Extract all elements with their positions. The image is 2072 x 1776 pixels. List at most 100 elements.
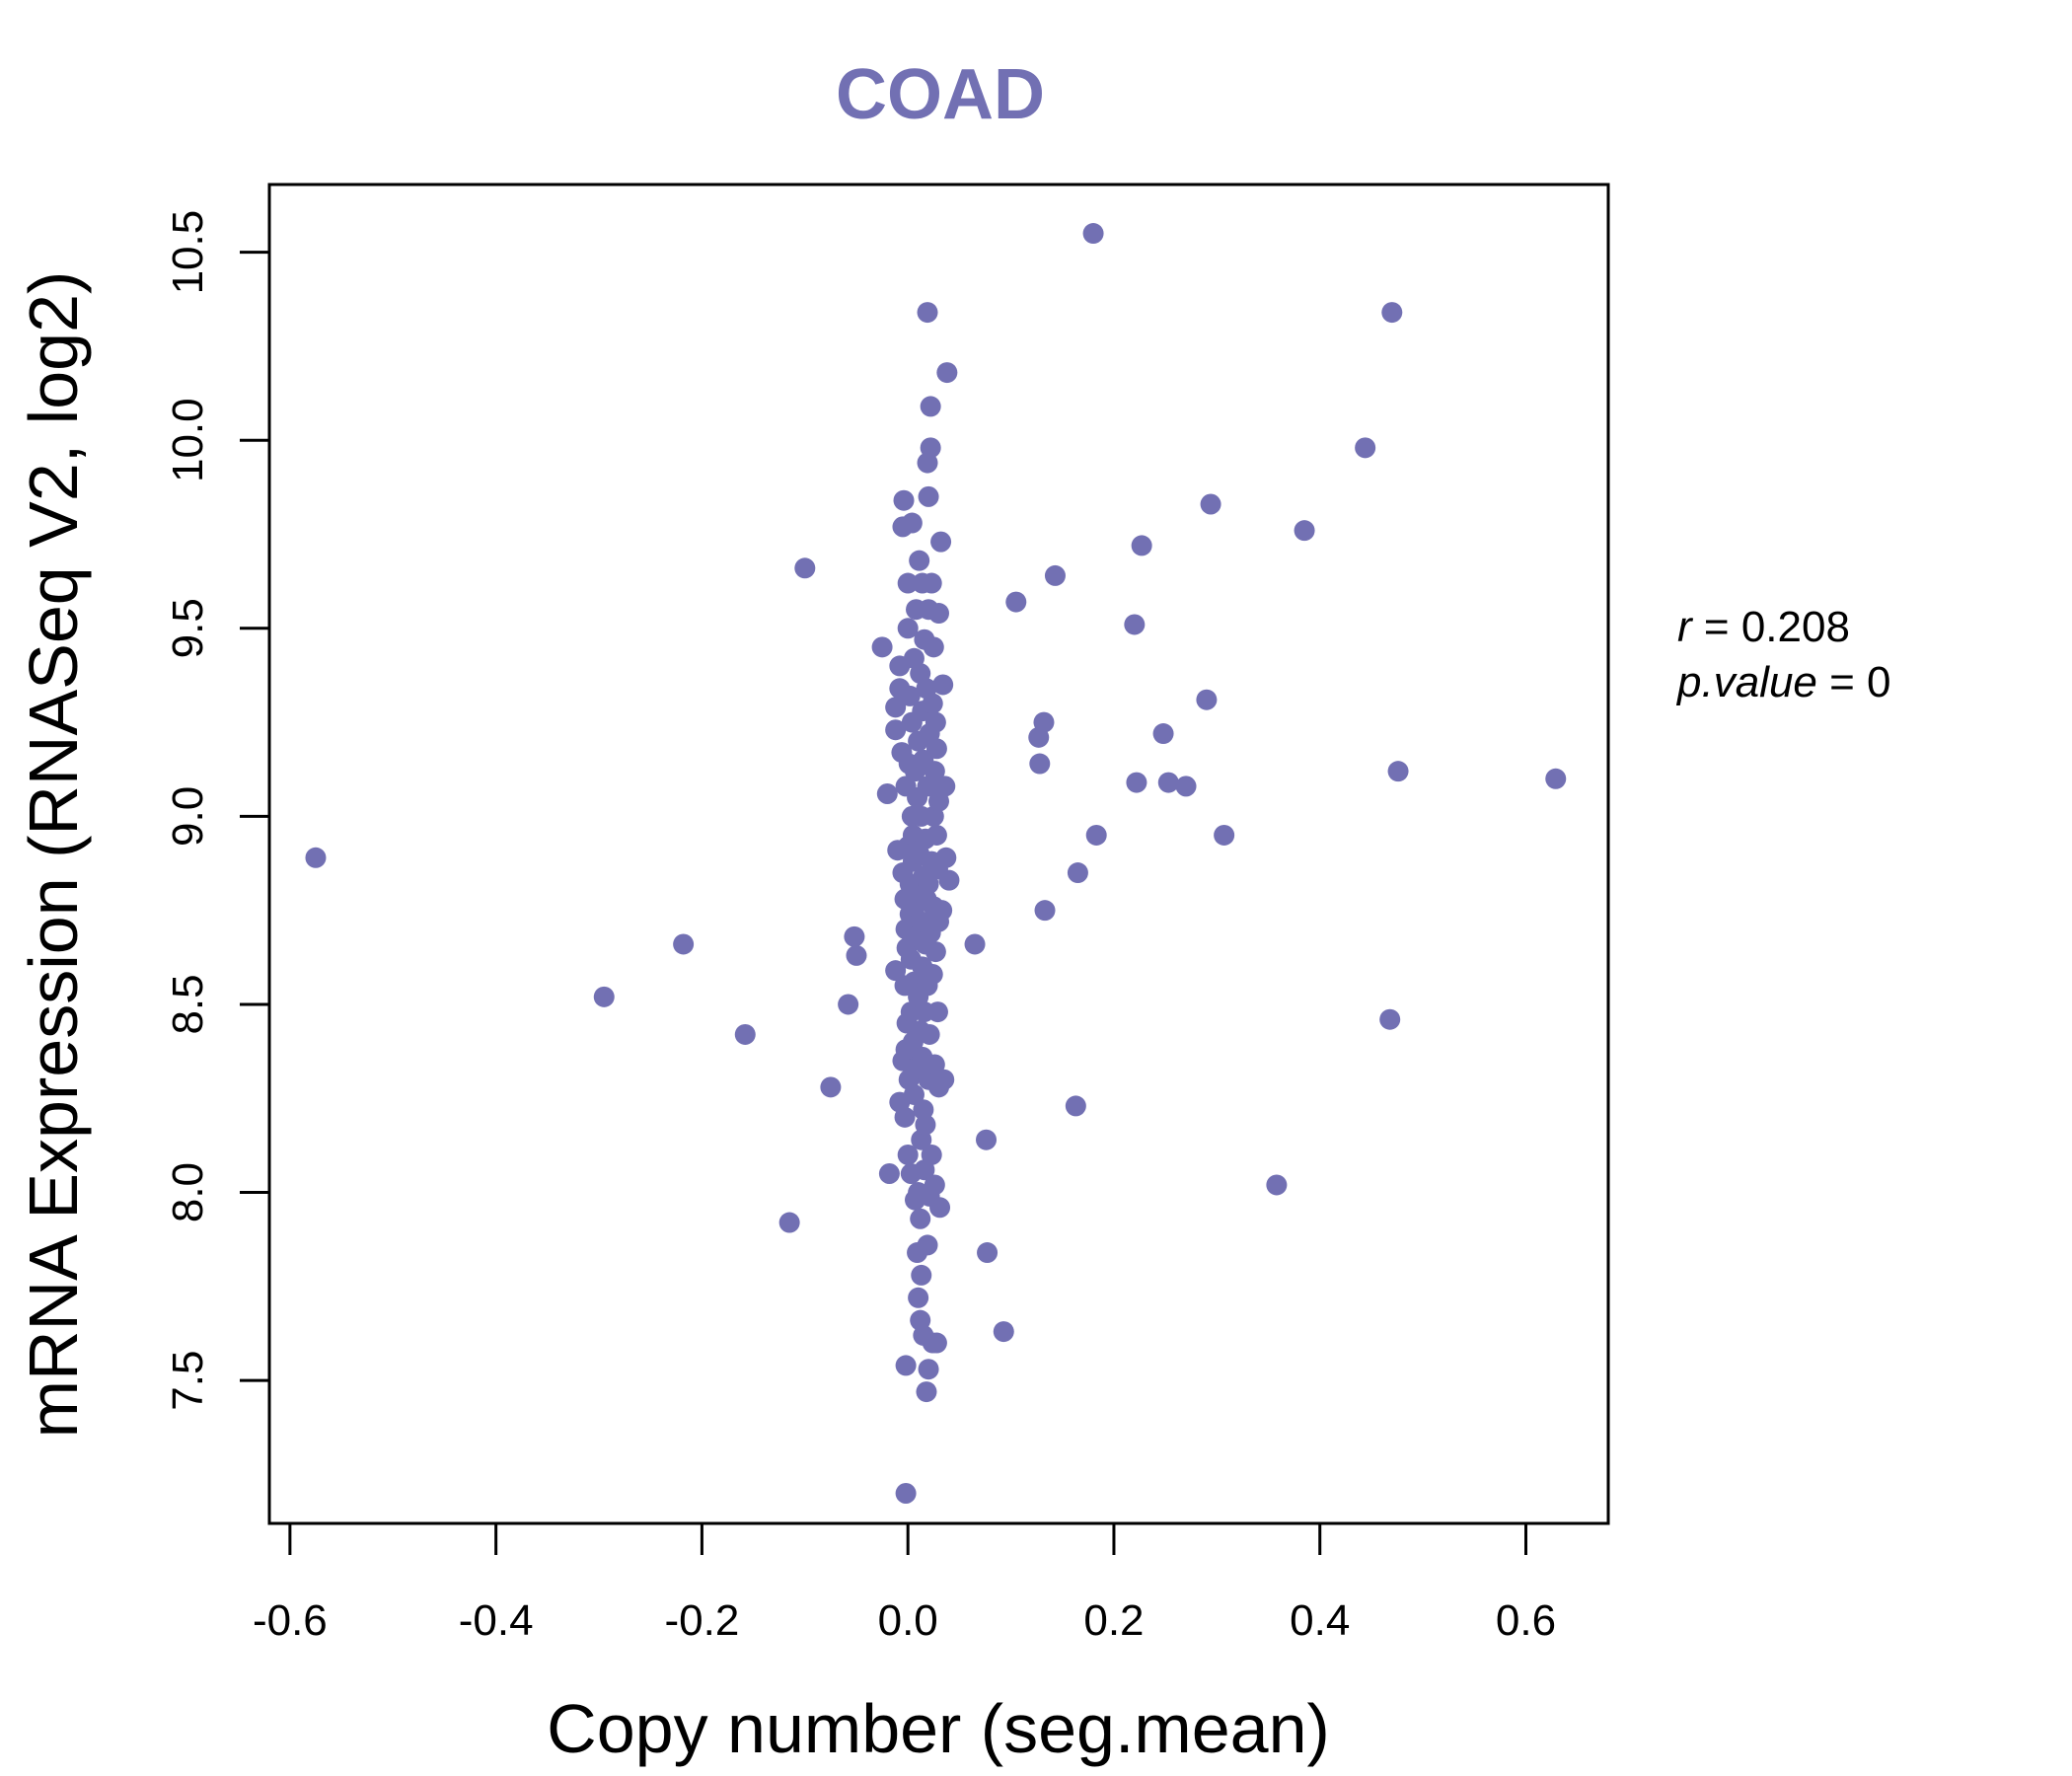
x-tick-label: -0.4 [459, 1596, 534, 1645]
data-point [920, 396, 941, 417]
data-point [1294, 520, 1315, 542]
data-point [929, 1197, 951, 1219]
r-value: 0.208 [1741, 603, 1850, 651]
correlation-stat: r = 0.208 [1677, 603, 1850, 651]
data-point [1131, 535, 1152, 556]
p-value-stat: p.value = 0 [1675, 658, 1891, 706]
data-point [917, 302, 938, 324]
y-tick-label: 8.0 [164, 1162, 212, 1222]
p-label: p.value [1675, 658, 1817, 706]
data-point [919, 1023, 940, 1045]
data-point [897, 618, 919, 639]
data-point [897, 1144, 919, 1165]
data-point [1379, 1008, 1401, 1030]
data-point [1085, 824, 1107, 846]
data-point [1157, 772, 1179, 793]
data-point [1545, 768, 1567, 789]
data-point [1196, 689, 1218, 710]
data-point [899, 685, 921, 706]
data-point [977, 1242, 999, 1264]
y-tick-label: 10.5 [164, 210, 212, 295]
data-point [1067, 862, 1088, 884]
data-point [922, 963, 943, 985]
data-point [936, 362, 958, 384]
data-point [1214, 824, 1235, 846]
data-point [871, 636, 893, 658]
data-point [908, 1287, 929, 1308]
data-point [794, 557, 816, 579]
y-tick-label: 9.5 [164, 598, 212, 658]
data-point [921, 572, 942, 594]
data-point [885, 697, 907, 718]
data-point [918, 485, 939, 507]
data-point [1034, 900, 1056, 922]
y-tick-label: 8.5 [164, 974, 212, 1034]
x-tick-label: 0.0 [878, 1596, 938, 1645]
x-tick-label: 0.6 [1496, 1596, 1556, 1645]
data-point [993, 1321, 1014, 1343]
data-point [1175, 776, 1197, 797]
data-point [1124, 614, 1146, 635]
data-point [917, 1234, 938, 1256]
data-point [922, 693, 943, 714]
data-point [924, 761, 945, 782]
data-point [909, 550, 930, 571]
data-point [1126, 772, 1147, 793]
data-point [1082, 223, 1104, 245]
data-point [1029, 753, 1051, 775]
data-point [1044, 564, 1066, 586]
data-point [925, 941, 946, 963]
data-point [935, 847, 957, 868]
x-tick-label: -0.6 [253, 1596, 328, 1645]
data-point [305, 847, 327, 868]
r-label: r [1677, 603, 1694, 651]
data-point [1033, 711, 1055, 733]
data-point [1355, 437, 1376, 459]
data-point [844, 925, 865, 947]
data-point [928, 603, 949, 625]
data-point [1387, 761, 1409, 782]
data-point [838, 994, 859, 1015]
data-point [918, 873, 939, 895]
data-point [897, 572, 919, 594]
data-point [976, 1129, 998, 1150]
data-point [925, 1332, 947, 1354]
y-axis-label: mRNA Expression (RNASeq V2, log2) [15, 271, 92, 1439]
y-axis: 7.5 8.0 8.5 9.0 9.5 10.0 10.5 [164, 210, 271, 1411]
x-axis-label: Copy number (seg.mean) [547, 1690, 1330, 1767]
data-point [893, 489, 915, 511]
data-point [920, 437, 941, 459]
data-point [926, 1001, 948, 1023]
data-point [915, 1114, 936, 1136]
data-point [910, 1208, 931, 1229]
data-point [894, 1106, 916, 1128]
x-axis: -0.6 -0.4 -0.2 0.0 0.2 0.4 0.6 [253, 1521, 1556, 1645]
data-points [305, 223, 1567, 1505]
data-point [673, 933, 695, 955]
data-point [1005, 591, 1027, 613]
y-tick-label: 10.0 [164, 398, 212, 482]
data-point [903, 1083, 925, 1105]
x-tick-label: -0.2 [665, 1596, 740, 1645]
data-point [885, 960, 907, 982]
data-point [916, 1381, 937, 1403]
data-point [925, 738, 947, 760]
data-point [876, 783, 898, 805]
data-point [734, 1023, 756, 1045]
data-point [932, 674, 954, 696]
data-point [846, 944, 867, 966]
data-point [924, 1054, 945, 1075]
data-point [1381, 302, 1403, 324]
data-point [878, 1163, 900, 1185]
data-point [931, 900, 953, 922]
data-point [925, 711, 946, 733]
data-point [1200, 493, 1221, 515]
data-point [938, 869, 960, 891]
y-tick-label: 9.0 [164, 786, 212, 847]
data-point [1152, 723, 1174, 745]
data-point [924, 1174, 945, 1196]
data-point [923, 636, 944, 658]
data-point [911, 1264, 932, 1286]
data-point [593, 986, 615, 1007]
